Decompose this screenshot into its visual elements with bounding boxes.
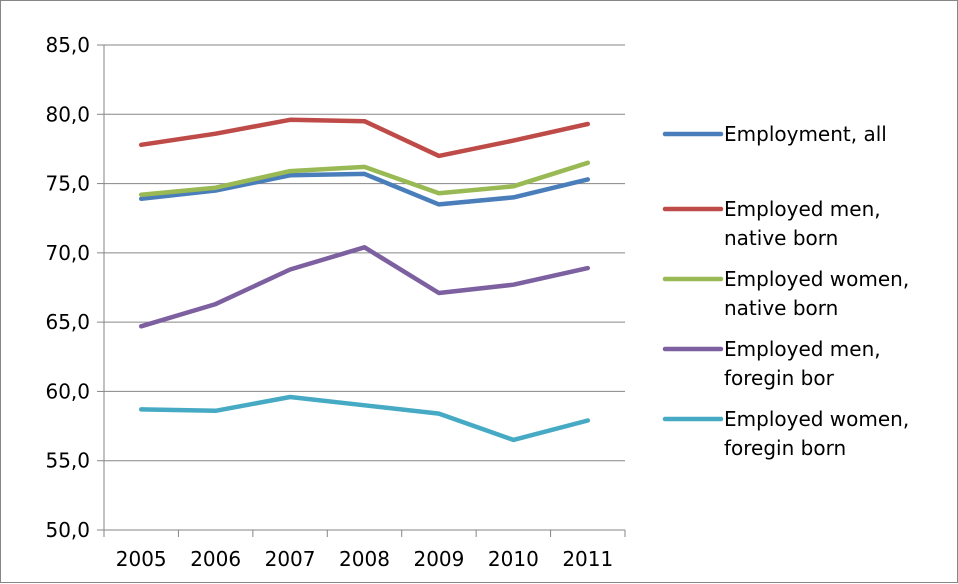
- y-tick-label: 50,0: [45, 518, 90, 542]
- x-tick-label: 2010: [488, 547, 539, 571]
- y-axis-tick-labels: 50,0 55,0 60,0 65,0 70,0 75,0 80,0 85,0: [45, 33, 90, 542]
- series-line-1: [138, 171, 591, 207]
- x-tick-label: 2009: [413, 547, 464, 571]
- legend-label-1: Employment, all: [724, 122, 887, 146]
- x-tick-label: 2011: [562, 547, 613, 571]
- y-tick-label: 60,0: [45, 379, 90, 403]
- y-tick-label: 70,0: [45, 241, 90, 265]
- y-tick-label: 55,0: [45, 449, 90, 473]
- legend-label-4: foregin bor: [724, 366, 835, 390]
- legend-label-3: Employed women,: [724, 267, 909, 291]
- x-tick-label: 2006: [190, 547, 241, 571]
- legend-label-2: native born: [724, 226, 838, 250]
- series-lines: [138, 117, 591, 443]
- y-tick-label: 75,0: [45, 172, 90, 196]
- y-tick-label: 80,0: [45, 102, 90, 126]
- legend-label-5: foregin born: [724, 436, 846, 460]
- x-tick-label: 2005: [116, 547, 167, 571]
- y-tick-label: 65,0: [45, 310, 90, 334]
- gridlines: [104, 44, 625, 462]
- series-line-2: [138, 117, 591, 159]
- legend-label-3: native born: [724, 296, 838, 320]
- legend: Employment, all Employed men, native born E…: [662, 122, 909, 460]
- series-line-4: [138, 245, 591, 329]
- x-tick-label: 2008: [339, 547, 390, 571]
- x-axis-tick-labels: 2005 2006 2007 2008 2009 2010 2011: [116, 547, 613, 571]
- series-line-3: [138, 160, 591, 197]
- series-line-5: [138, 394, 591, 443]
- y-tick-label: 85,0: [45, 33, 90, 57]
- axes: [97, 44, 626, 537]
- legend-label-5: Employed women,: [724, 407, 909, 431]
- legend-label-2: Employed men,: [724, 197, 881, 221]
- x-tick-label: 2007: [265, 547, 316, 571]
- legend-label-4: Employed men,: [724, 337, 881, 361]
